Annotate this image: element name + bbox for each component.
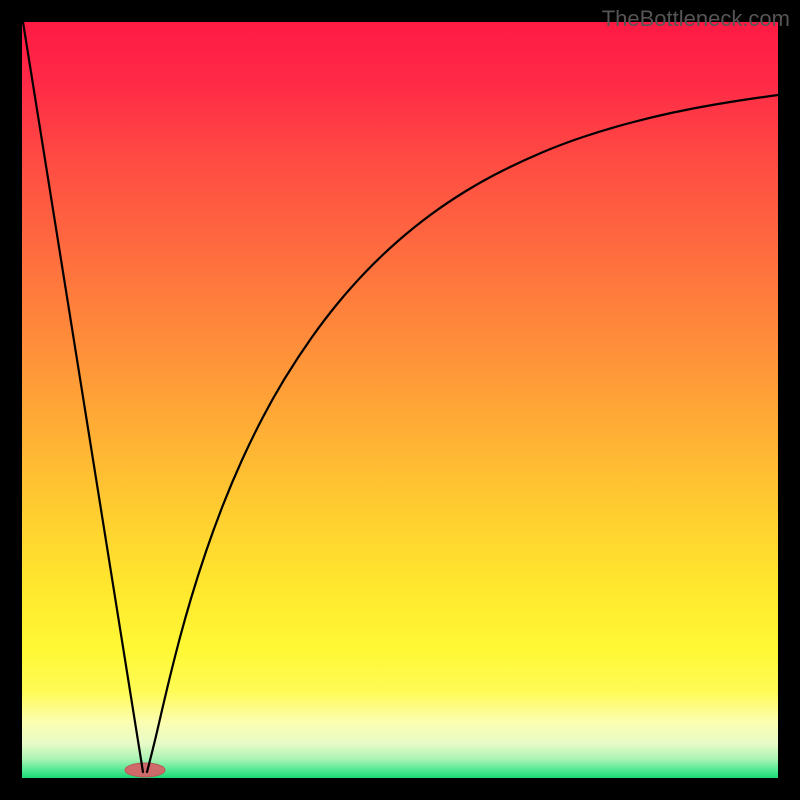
- watermark-text: TheBottleneck.com: [602, 6, 790, 32]
- optimum-marker: [125, 763, 165, 777]
- chart-background: [22, 22, 778, 778]
- chart-svg: [0, 0, 800, 800]
- bottleneck-chart: TheBottleneck.com: [0, 0, 800, 800]
